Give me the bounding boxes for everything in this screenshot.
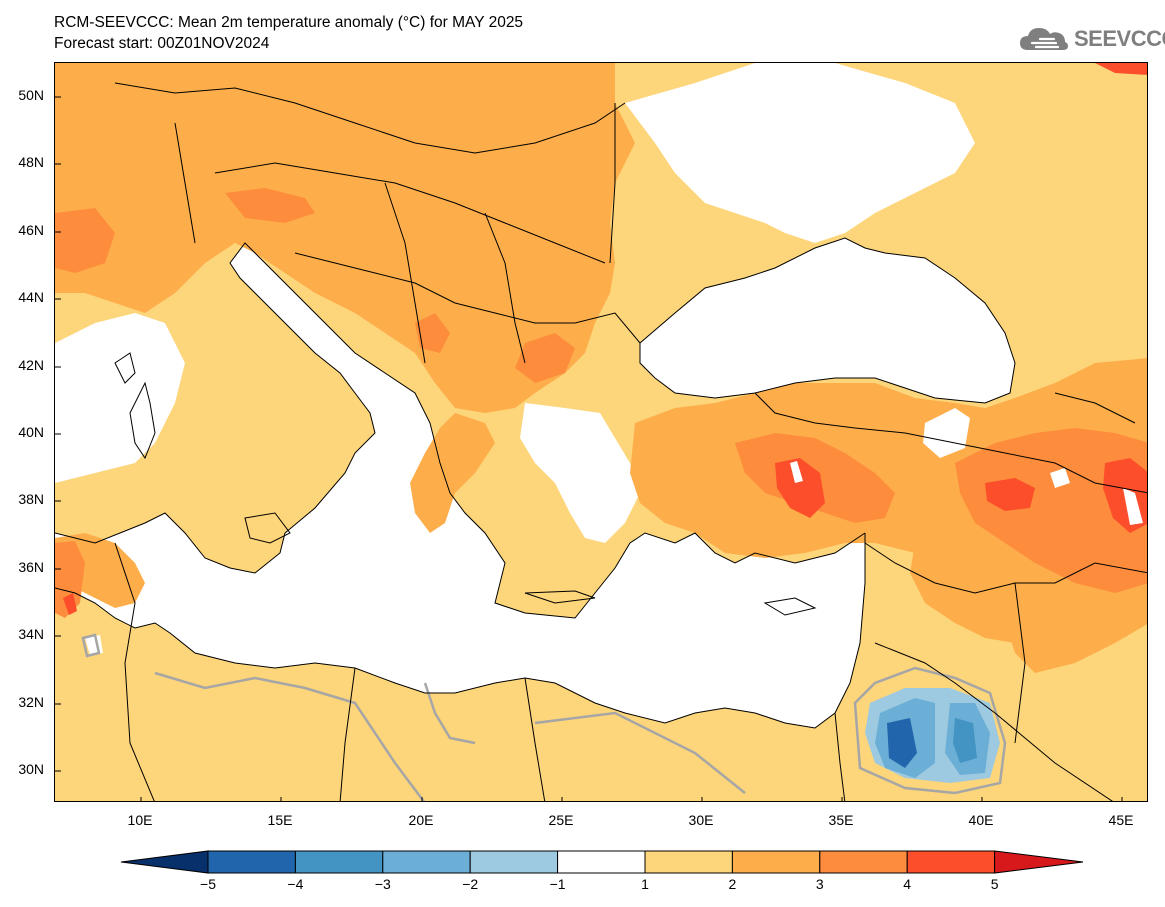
forecast-start-label: Forecast start: 00Z01NOV2024 (54, 35, 270, 52)
lon-label-40e: 40E (968, 812, 994, 828)
lon-label-20e: 20E (408, 812, 434, 828)
lat-label-46n: 46N (18, 222, 44, 238)
lat-label-38n: 38N (18, 491, 44, 507)
coastlines-borders (55, 82, 1147, 801)
cloud-icon (1020, 28, 1068, 50)
lat-label-50n: 50N (18, 87, 44, 103)
lon-label-10e: 10E (127, 812, 153, 828)
colorbar-tick-label: −3 (374, 876, 391, 892)
colorbar-swatch (731, 850, 821, 874)
colorbar-swatch (644, 850, 733, 874)
colorbar-tick-label: 3 (815, 876, 824, 892)
colorbar-swatch (906, 850, 996, 874)
colorbar-swatch (207, 850, 296, 874)
colorbar-min-arrow (120, 850, 209, 874)
colorbar-tick-label: 5 (990, 876, 999, 892)
lon-label-30e: 30E (688, 812, 714, 828)
colorbar-tick-label: 4 (903, 876, 912, 892)
colorbar-tick-label: 1 (641, 876, 649, 892)
lat-label-48n: 48N (18, 154, 44, 170)
lat-label-32n: 32N (18, 694, 44, 710)
colorbar-tick-label: −1 (549, 876, 566, 892)
anomaly-map[interactable] (55, 63, 1148, 802)
colorbar-max-arrow (994, 850, 1084, 874)
lon-label-45e: 45E (1108, 812, 1134, 828)
colorbar-swatch (557, 850, 646, 874)
colorbar-swatch (469, 850, 559, 874)
seevccc-logo: SEEVCCC (1018, 24, 1165, 54)
lat-label-40n: 40N (18, 424, 44, 440)
colorbar-tick-label: −4 (287, 876, 304, 892)
sea-areas (55, 63, 1015, 728)
lat-label-34n: 34N (18, 626, 44, 642)
map-title: RCM-SEEVCCC: Mean 2m temperature anomaly… (54, 14, 524, 31)
lat-label-36n: 36N (18, 559, 44, 575)
lat-label-42n: 42N (18, 357, 44, 373)
map-panel[interactable] (54, 62, 1148, 802)
colorbar-tick-label: −5 (200, 876, 216, 892)
colorbar-tick-label: 2 (728, 876, 737, 892)
lon-label-25e: 25E (548, 812, 574, 828)
logo-text: SEEVCCC (1074, 26, 1165, 51)
lat-label-30n: 30N (18, 761, 44, 777)
zero-contours (81, 633, 1007, 801)
colorbar-swatch (382, 850, 471, 874)
negative-anomaly-area (865, 688, 1000, 783)
lon-label-15e: 15E (267, 812, 293, 828)
map-ticks (55, 96, 1123, 801)
colorbar-swatch (819, 850, 908, 874)
colorbar-tick-label: −2 (462, 876, 479, 892)
lat-label-44n: 44N (18, 289, 44, 305)
lon-label-35e: 35E (828, 812, 854, 828)
colorbar-swatch (294, 850, 384, 874)
